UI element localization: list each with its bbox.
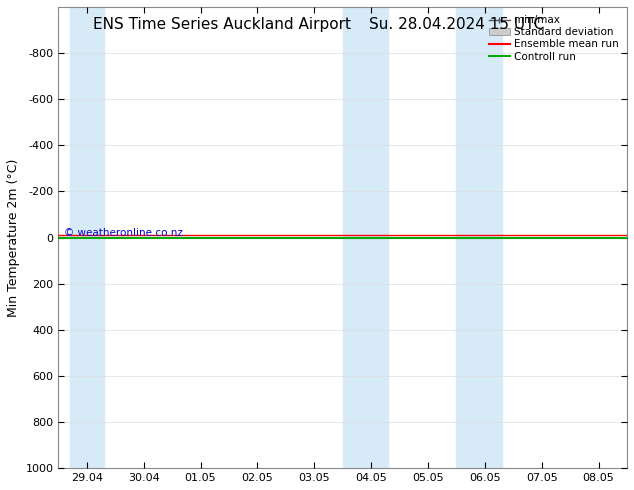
Y-axis label: Min Temperature 2m (°C): Min Temperature 2m (°C) xyxy=(7,158,20,317)
Text: © weatheronline.co.nz: © weatheronline.co.nz xyxy=(64,227,183,238)
Bar xyxy=(456,7,502,468)
Legend: min/max, Standard deviation, Ensemble mean run, Controll run: min/max, Standard deviation, Ensemble me… xyxy=(486,12,622,65)
Text: Su. 28.04.2024 15 UTC: Su. 28.04.2024 15 UTC xyxy=(369,17,544,32)
Text: ENS Time Series Auckland Airport: ENS Time Series Auckland Airport xyxy=(93,17,351,32)
Bar xyxy=(343,7,388,468)
Bar xyxy=(70,7,104,468)
